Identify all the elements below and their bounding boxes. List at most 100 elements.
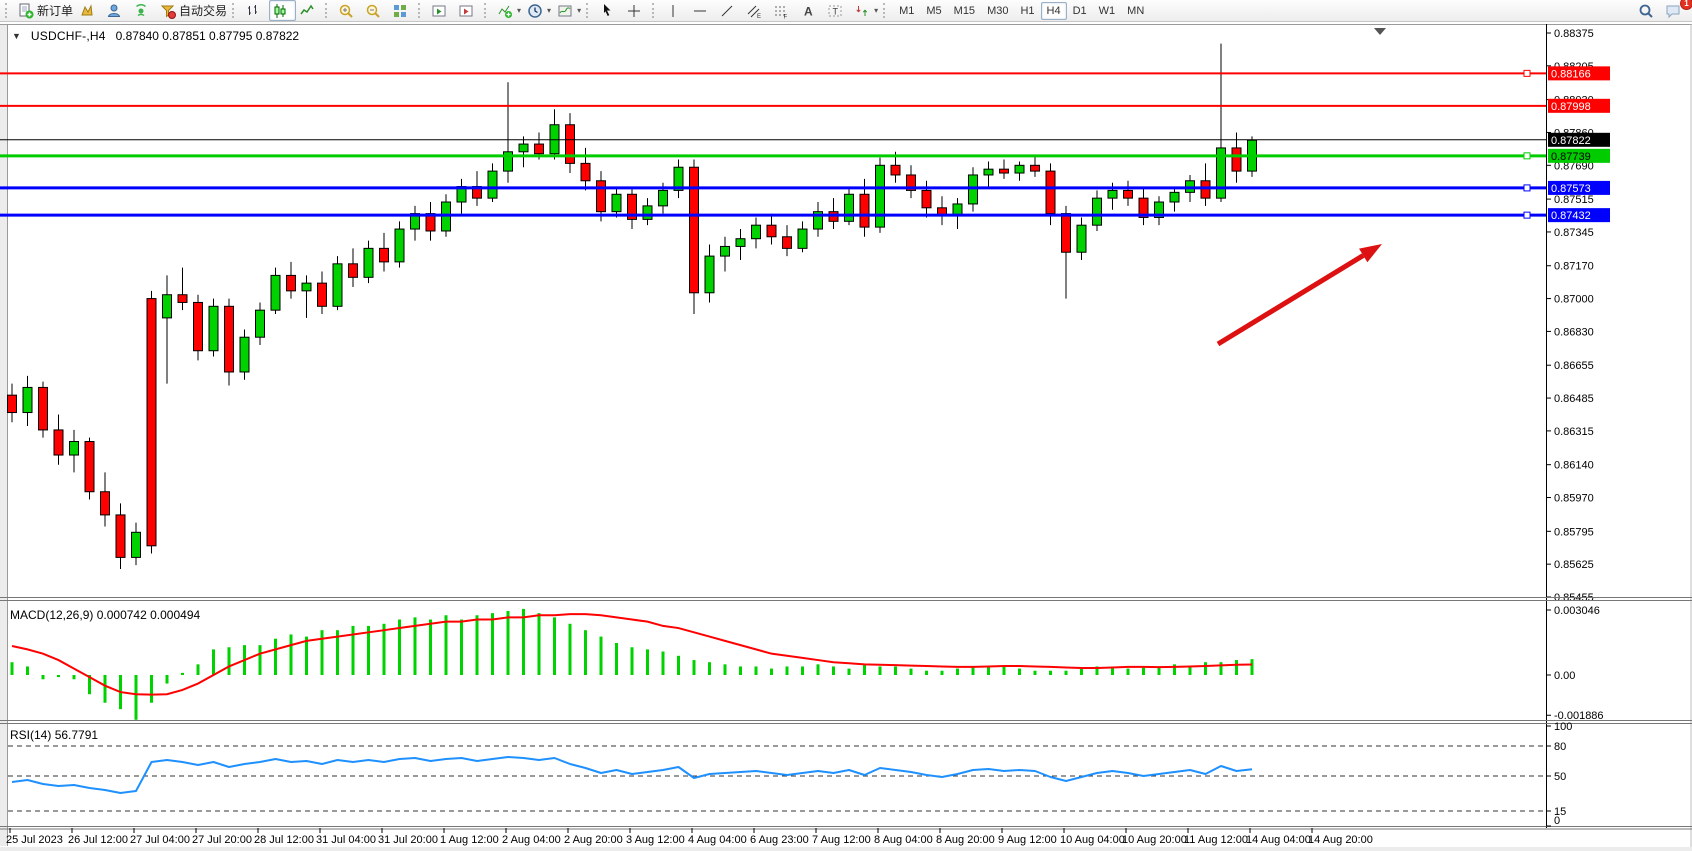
trendline-button[interactable] bbox=[716, 0, 743, 21]
macd-name: MACD(12,26,9) bbox=[10, 608, 94, 622]
toolbar-grip[interactable] bbox=[586, 3, 592, 18]
candlestick bbox=[813, 211, 823, 230]
toolbar-grip[interactable] bbox=[652, 3, 658, 18]
crosshair-icon bbox=[628, 4, 641, 17]
chart-shift-button[interactable] bbox=[455, 0, 482, 21]
price-tick-label: 0.86140 bbox=[1554, 460, 1594, 472]
rsi-level-label: 0 bbox=[1554, 815, 1560, 827]
chart-ohlc-values: 0.87840 0.87851 0.87795 0.87822 bbox=[115, 29, 300, 43]
time-axis-label: 2 Aug 04:00 bbox=[502, 834, 561, 846]
signals-icon bbox=[135, 3, 147, 16]
trend-arrow-shaft[interactable] bbox=[1216, 253, 1365, 347]
chevron-down-icon[interactable]: ▾ bbox=[547, 6, 552, 15]
trend-arrow-head[interactable] bbox=[1359, 244, 1382, 263]
time-axis-label: 6 Aug 23:00 bbox=[750, 834, 809, 846]
candlestick bbox=[611, 193, 622, 213]
candlestick bbox=[332, 263, 343, 307]
crosshair-button[interactable] bbox=[623, 0, 650, 21]
candlestick bbox=[38, 386, 48, 431]
timeframe-button-m5[interactable]: M5 bbox=[926, 4, 942, 17]
vline-button[interactable] bbox=[662, 0, 689, 21]
timeframe-button-d1[interactable]: D1 bbox=[1072, 4, 1087, 17]
charts-button[interactable] bbox=[76, 0, 103, 21]
timeframe-button-h4[interactable]: H4 bbox=[1040, 1, 1067, 20]
zoom-in-button[interactable] bbox=[335, 0, 362, 21]
time-axis-label: 1 Aug 12:00 bbox=[440, 834, 499, 846]
arrows-icon bbox=[856, 5, 868, 16]
price-tick-label: 0.86485 bbox=[1554, 393, 1594, 405]
rsi-level-label: 15 bbox=[1554, 806, 1566, 818]
chart-canvas[interactable]: 0.883750.882050.880300.878600.876900.875… bbox=[0, 24, 1692, 851]
tile-windows-button[interactable] bbox=[389, 0, 416, 21]
time-axis-label: 14 Aug 20:00 bbox=[1308, 834, 1373, 846]
timeframe-button-m30[interactable]: M30 bbox=[987, 4, 1009, 17]
candlestick bbox=[348, 263, 358, 278]
line-handle[interactable] bbox=[1523, 184, 1531, 192]
zoom-in-icon bbox=[339, 4, 353, 18]
profiles-button[interactable] bbox=[103, 0, 130, 21]
hline-button[interactable] bbox=[689, 0, 716, 21]
fibonacci-button[interactable]: F bbox=[770, 0, 797, 21]
indicators-button[interactable]: ▾ bbox=[494, 0, 524, 21]
chart-window: 0.883750.882050.880300.878600.876900.875… bbox=[0, 22, 1692, 851]
candle-chart-button[interactable] bbox=[269, 0, 297, 21]
timeframe-button-m15[interactable]: M15 bbox=[953, 4, 976, 17]
search-button[interactable] bbox=[1635, 0, 1662, 21]
bar-chart-button[interactable] bbox=[242, 0, 269, 21]
candlestick bbox=[503, 151, 513, 172]
time-axis-label: 27 Jul 20:00 bbox=[192, 834, 252, 846]
rsi-level-label: 80 bbox=[1554, 741, 1566, 753]
macd-tick-label: 0.00 bbox=[1554, 670, 1575, 682]
timeframe-button-h1[interactable]: H1 bbox=[1020, 4, 1035, 17]
candlestick bbox=[968, 174, 978, 205]
toolbar-grip[interactable] bbox=[5, 3, 11, 18]
price-badge-label: 0.87432 bbox=[1551, 210, 1591, 222]
chevron-down-icon[interactable]: ▾ bbox=[517, 6, 522, 15]
candlestick bbox=[1138, 197, 1149, 218]
text-label-button[interactable]: T bbox=[824, 0, 851, 21]
chart-shift-marker[interactable] bbox=[1374, 28, 1386, 35]
candlestick bbox=[379, 247, 389, 263]
rsi-indicator-label: RSI(14) 56.7791 bbox=[10, 728, 98, 742]
chart-menu-caret-icon[interactable]: ▼ bbox=[12, 31, 21, 41]
candlestick bbox=[255, 309, 265, 338]
price-badge-label: 0.87822 bbox=[1551, 135, 1591, 147]
candlestick bbox=[301, 282, 312, 292]
templates-button[interactable]: ▾ bbox=[554, 0, 584, 21]
line-handle[interactable] bbox=[1523, 211, 1531, 219]
toolbar-grip[interactable] bbox=[418, 3, 424, 18]
text-button[interactable]: A bbox=[797, 0, 824, 21]
signals-button[interactable] bbox=[130, 0, 157, 21]
timeframe-button-mn[interactable]: MN bbox=[1127, 4, 1145, 17]
timeframe-button-m1[interactable]: M1 bbox=[899, 4, 915, 17]
candlestick bbox=[735, 238, 746, 247]
candlestick bbox=[162, 294, 172, 319]
cursor-button[interactable] bbox=[596, 0, 623, 21]
timeframe-button-w1[interactable]: W1 bbox=[1098, 4, 1116, 17]
macd-tick-label: -0.001886 bbox=[1554, 710, 1604, 722]
charts-icon bbox=[81, 3, 93, 15]
candlestick bbox=[7, 394, 17, 414]
candlestick bbox=[797, 228, 808, 249]
arrows-button[interactable]: ▾ bbox=[851, 0, 881, 21]
line-chart-button[interactable] bbox=[296, 0, 323, 21]
auto-trading-button[interactable]: 自动交易 bbox=[157, 0, 230, 21]
toolbar-grip[interactable] bbox=[484, 3, 490, 18]
channel-button[interactable]: E bbox=[743, 0, 770, 21]
toolbar-grip[interactable] bbox=[883, 3, 889, 18]
zoom-out-button[interactable] bbox=[362, 0, 389, 21]
time-axis-label: 31 Jul 04:00 bbox=[316, 834, 376, 846]
chevron-down-icon[interactable]: ▾ bbox=[874, 6, 879, 15]
new-order-button[interactable]: 新订单 bbox=[15, 0, 76, 21]
auto-scroll-button[interactable] bbox=[428, 0, 455, 21]
toolbar-grip[interactable] bbox=[325, 3, 331, 18]
price-tick-label: 0.87690 bbox=[1554, 160, 1594, 172]
periods-button[interactable]: ▾ bbox=[524, 0, 554, 21]
line-handle[interactable] bbox=[1523, 152, 1531, 160]
price-tick-label: 0.86315 bbox=[1554, 426, 1594, 438]
toolbar-grip[interactable] bbox=[232, 3, 238, 18]
price-tick-label: 0.87515 bbox=[1554, 194, 1594, 206]
chat-button[interactable]: 1 bbox=[1662, 0, 1692, 21]
line-handle[interactable] bbox=[1523, 69, 1531, 77]
chevron-down-icon[interactable]: ▾ bbox=[577, 6, 582, 15]
